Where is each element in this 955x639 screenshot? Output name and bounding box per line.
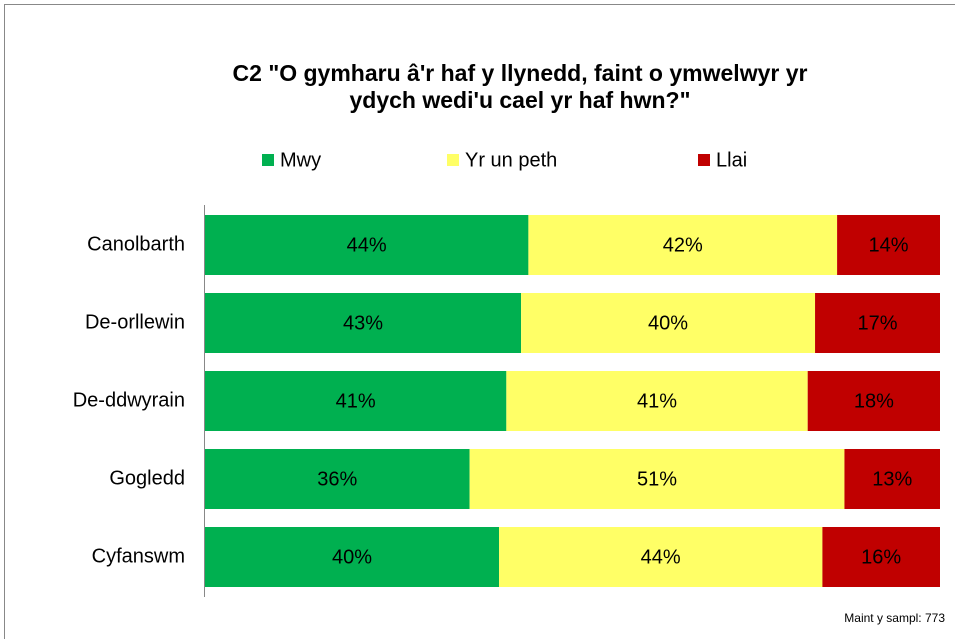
value-label: 13%	[872, 468, 912, 490]
y-tick-label: De-ddwyrain	[73, 389, 185, 411]
bar-segment	[528, 215, 838, 275]
y-tick-label: Cyfanswm	[92, 545, 185, 567]
value-label: 17%	[858, 312, 898, 334]
value-label: 16%	[861, 546, 901, 568]
bar-segment	[506, 371, 808, 431]
value-label: 43%	[343, 312, 383, 334]
bar-segment	[521, 293, 816, 353]
y-tick-label: De-orllewin	[85, 311, 185, 333]
value-label: 51%	[637, 468, 677, 490]
bar-segment	[807, 371, 940, 431]
chart-title: C2 "O gymharu â'r haf y llynedd, faint o…	[233, 60, 808, 86]
value-label: 36%	[317, 468, 357, 490]
value-label: 41%	[336, 390, 376, 412]
chart-subtitle: ydych wedi'u cael yr haf hwn?"	[349, 87, 690, 113]
bar-segment	[205, 215, 529, 275]
bar-segment	[205, 449, 470, 509]
value-label: 44%	[641, 546, 681, 568]
value-label: 40%	[648, 312, 688, 334]
annotation: Maint y sampl: 773	[844, 611, 945, 625]
legend-label: Llai	[716, 149, 747, 171]
legend-swatch	[262, 154, 274, 166]
bar-segment	[205, 371, 507, 431]
bar-segment	[205, 293, 522, 353]
value-label: 18%	[854, 390, 894, 412]
value-label: 42%	[663, 234, 703, 256]
legend-label: Yr un peth	[465, 149, 557, 171]
y-tick-label: Gogledd	[109, 467, 185, 489]
y-tick-label: Canolbarth	[87, 233, 185, 255]
bar-segment	[499, 527, 823, 587]
bar-segment	[822, 527, 940, 587]
bar-segment	[469, 449, 845, 509]
bar-segment	[205, 527, 499, 587]
value-label: 14%	[869, 234, 909, 256]
value-label: 40%	[332, 546, 372, 568]
legend-label: Mwy	[280, 149, 321, 171]
legend-swatch	[698, 154, 710, 166]
bar-segment	[844, 449, 940, 509]
bar-segment	[815, 293, 940, 353]
legend-swatch	[447, 154, 459, 166]
bar-segment	[837, 215, 940, 275]
value-label: 41%	[637, 390, 677, 412]
value-label: 44%	[347, 234, 387, 256]
